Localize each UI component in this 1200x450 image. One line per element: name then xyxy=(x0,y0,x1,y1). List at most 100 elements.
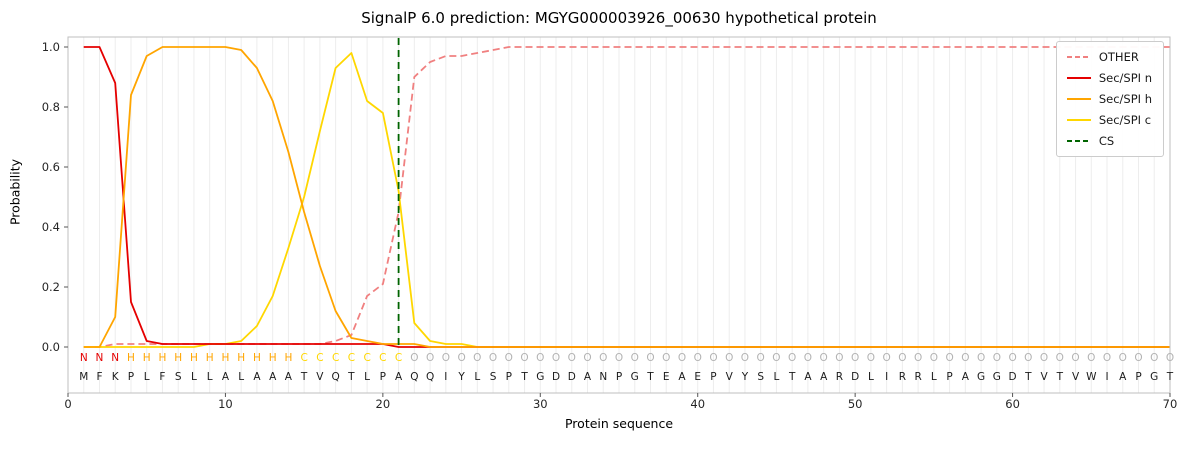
svg-text:S: S xyxy=(757,371,764,383)
svg-text:O: O xyxy=(615,352,623,364)
svg-text:O: O xyxy=(945,352,953,364)
svg-text:T: T xyxy=(520,371,528,383)
svg-text:I: I xyxy=(1105,371,1108,383)
svg-text:O: O xyxy=(473,352,481,364)
svg-text:M: M xyxy=(79,371,88,383)
svg-text:1.0: 1.0 xyxy=(42,40,60,54)
svg-text:H: H xyxy=(284,352,292,364)
svg-text:30: 30 xyxy=(533,397,548,411)
svg-text:E: E xyxy=(694,371,701,383)
svg-text:N: N xyxy=(80,352,88,364)
svg-text:A: A xyxy=(395,371,403,383)
y-axis-ticks: 0.0 0.2 0.4 0.6 0.8 1.0 xyxy=(42,40,68,354)
svg-text:H: H xyxy=(221,352,229,364)
svg-text:O: O xyxy=(1040,352,1048,364)
svg-text:T: T xyxy=(788,371,796,383)
svg-text:O: O xyxy=(552,352,560,364)
legend-line-cs-icon xyxy=(1066,140,1091,142)
svg-text:V: V xyxy=(316,371,324,383)
svg-text:L: L xyxy=(207,371,213,383)
svg-text:T: T xyxy=(646,371,654,383)
legend-label-sec-spi-c: Sec/SPI c xyxy=(1098,113,1152,127)
svg-text:G: G xyxy=(993,371,1001,383)
svg-text:Y: Y xyxy=(741,371,749,383)
svg-text:C: C xyxy=(300,352,307,364)
svg-text:H: H xyxy=(269,352,277,364)
svg-text:E: E xyxy=(663,371,670,383)
svg-text:O: O xyxy=(977,352,985,364)
svg-text:O: O xyxy=(741,352,749,364)
svg-text:L: L xyxy=(931,371,937,383)
svg-text:0.8: 0.8 xyxy=(42,100,60,114)
svg-text:O: O xyxy=(914,352,922,364)
svg-text:I: I xyxy=(444,371,447,383)
svg-text:O: O xyxy=(536,352,544,364)
svg-text:N: N xyxy=(111,352,119,364)
svg-text:O: O xyxy=(410,352,418,364)
svg-text:Q: Q xyxy=(410,371,418,383)
svg-text:O: O xyxy=(882,352,890,364)
svg-text:K: K xyxy=(112,371,120,383)
svg-text:O: O xyxy=(1150,352,1158,364)
svg-text:G: G xyxy=(631,371,639,383)
svg-text:P: P xyxy=(616,371,622,383)
svg-text:O: O xyxy=(772,352,780,364)
svg-text:40: 40 xyxy=(690,397,705,411)
svg-text:10: 10 xyxy=(218,397,233,411)
svg-text:H: H xyxy=(190,352,198,364)
svg-text:I: I xyxy=(885,371,888,383)
legend-label-other: OTHER xyxy=(1098,50,1139,64)
svg-text:T: T xyxy=(1166,371,1174,383)
series-line-sec-spi-n xyxy=(83,46,1170,348)
svg-text:W: W xyxy=(1086,371,1097,383)
svg-text:D: D xyxy=(851,371,859,383)
svg-text:R: R xyxy=(836,371,843,383)
svg-text:O: O xyxy=(993,352,1001,364)
svg-text:O: O xyxy=(599,352,607,364)
svg-text:O: O xyxy=(442,352,450,364)
svg-text:O: O xyxy=(961,352,969,364)
svg-text:O: O xyxy=(1119,352,1127,364)
svg-text:O: O xyxy=(851,352,859,364)
svg-text:F: F xyxy=(96,371,102,383)
svg-text:O: O xyxy=(1008,352,1016,364)
svg-text:F: F xyxy=(159,371,165,383)
legend-item-sec-spi-n: Sec/SPI n xyxy=(1066,71,1152,85)
svg-text:O: O xyxy=(520,352,528,364)
legend-item-other: OTHER xyxy=(1066,50,1152,64)
svg-text:G: G xyxy=(977,371,985,383)
svg-text:O: O xyxy=(662,352,670,364)
svg-text:H: H xyxy=(174,352,182,364)
svg-text:O: O xyxy=(867,352,875,364)
plot-frame xyxy=(67,36,1171,394)
svg-text:S: S xyxy=(490,371,497,383)
svg-text:0.0: 0.0 xyxy=(42,340,60,354)
legend-item-cs: CS xyxy=(1066,134,1152,148)
svg-text:T: T xyxy=(1024,371,1032,383)
svg-text:L: L xyxy=(191,371,197,383)
svg-text:P: P xyxy=(380,371,386,383)
svg-text:O: O xyxy=(1103,352,1111,364)
svg-text:H: H xyxy=(237,352,245,364)
svg-text:0: 0 xyxy=(64,397,71,411)
svg-text:T: T xyxy=(300,371,308,383)
svg-text:O: O xyxy=(694,352,702,364)
svg-text:V: V xyxy=(726,371,734,383)
svg-text:Y: Y xyxy=(457,371,465,383)
svg-text:C: C xyxy=(363,352,370,364)
svg-text:C: C xyxy=(379,352,386,364)
svg-text:O: O xyxy=(835,352,843,364)
svg-text:L: L xyxy=(474,371,480,383)
gridlines xyxy=(83,37,1171,393)
legend-line-sec-spi-c-icon xyxy=(1066,119,1091,121)
series-lines xyxy=(83,46,1170,348)
svg-text:0.2: 0.2 xyxy=(42,280,60,294)
legend-label-cs: CS xyxy=(1098,134,1115,148)
svg-text:50: 50 xyxy=(848,397,863,411)
svg-text:O: O xyxy=(898,352,906,364)
svg-text:P: P xyxy=(1135,371,1141,383)
svg-text:P: P xyxy=(946,371,952,383)
